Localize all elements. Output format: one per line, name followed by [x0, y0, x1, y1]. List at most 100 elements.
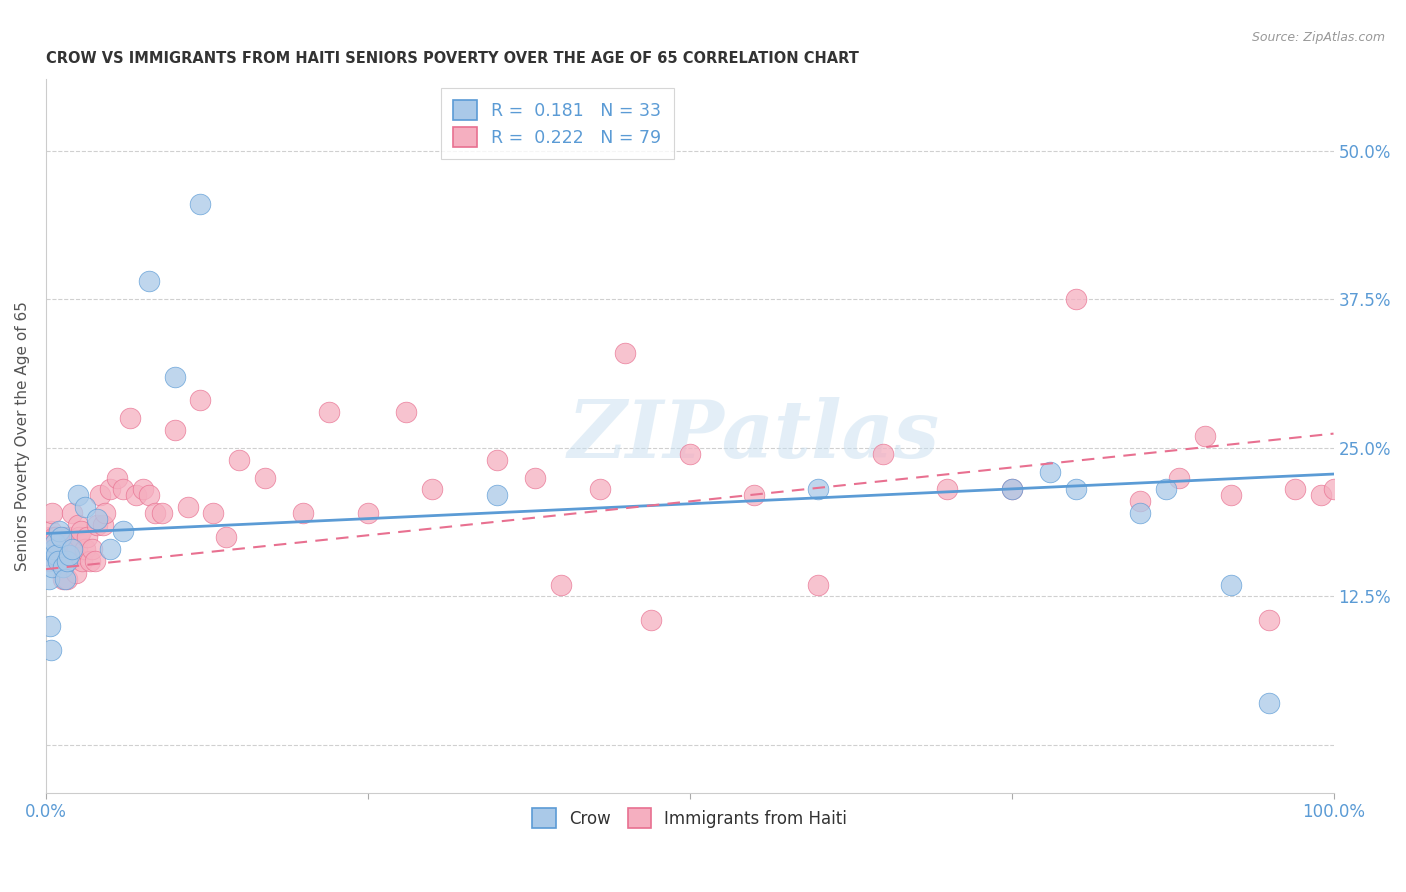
Point [485, 488, 508, 502]
Point [73, 541, 96, 556]
Point [1064, 483, 1087, 497]
Point [38, 572, 60, 586]
Point [86, 512, 108, 526]
Point [228, 452, 250, 467]
Point [51, 554, 73, 568]
Point [58, 530, 80, 544]
Point [73, 500, 96, 515]
Point [37, 548, 59, 562]
Point [253, 470, 276, 484]
Point [86, 518, 108, 533]
Point [53, 530, 76, 544]
Point [1284, 483, 1306, 497]
Point [807, 577, 830, 591]
Point [138, 488, 160, 502]
Point [69, 524, 91, 538]
Point [1129, 506, 1152, 520]
Point [41, 506, 63, 520]
Text: CROW VS IMMIGRANTS FROM HAITI SENIORS POVERTY OVER THE AGE OF 65 CORRELATION CHA: CROW VS IMMIGRANTS FROM HAITI SENIORS PO… [46, 51, 859, 66]
Point [131, 483, 153, 497]
Point [485, 452, 508, 467]
Point [318, 405, 340, 419]
Point [1258, 697, 1281, 711]
Point [807, 483, 830, 497]
Point [70, 554, 93, 568]
Point [63, 548, 86, 562]
Point [38, 530, 60, 544]
Point [1064, 293, 1087, 307]
Point [98, 541, 121, 556]
Point [1322, 483, 1344, 497]
Point [39, 524, 62, 538]
Point [44, 541, 66, 556]
Point [89, 488, 111, 502]
Point [872, 447, 894, 461]
Point [1194, 429, 1216, 443]
Legend: Crow, Immigrants from Haiti: Crow, Immigrants from Haiti [526, 802, 853, 834]
Point [190, 393, 212, 408]
Point [1129, 494, 1152, 508]
Point [395, 405, 418, 419]
Point [53, 548, 76, 562]
Point [42, 541, 65, 556]
Point [76, 530, 98, 544]
Point [38, 619, 60, 633]
Point [59, 536, 82, 550]
Point [91, 518, 114, 533]
Point [51, 530, 73, 544]
Point [65, 566, 87, 580]
Point [1258, 613, 1281, 627]
Point [45, 530, 67, 544]
Point [1001, 483, 1024, 497]
Point [48, 524, 70, 538]
Point [125, 488, 148, 502]
Point [1001, 483, 1024, 497]
Point [62, 541, 84, 556]
Point [150, 506, 173, 520]
Point [38, 554, 60, 568]
Point [82, 541, 104, 556]
Point [60, 541, 83, 556]
Point [53, 572, 76, 586]
Point [55, 554, 77, 568]
Point [46, 554, 69, 568]
Point [936, 483, 959, 497]
Point [1309, 488, 1331, 502]
Point [45, 548, 67, 562]
Point [163, 423, 186, 437]
Point [742, 488, 765, 502]
Point [69, 530, 91, 544]
Point [52, 572, 75, 586]
Point [67, 488, 90, 502]
Point [550, 577, 572, 591]
Point [190, 197, 212, 211]
Point [49, 554, 72, 568]
Point [44, 536, 66, 550]
Point [202, 506, 225, 520]
Point [58, 548, 80, 562]
Text: Source: ZipAtlas.com: Source: ZipAtlas.com [1251, 31, 1385, 45]
Point [215, 530, 238, 544]
Point [83, 554, 105, 568]
Point [94, 506, 117, 520]
Point [79, 554, 101, 568]
Point [98, 483, 121, 497]
Point [48, 548, 70, 562]
Point [1219, 577, 1241, 591]
Point [640, 613, 662, 627]
Point [1039, 465, 1062, 479]
Point [679, 447, 702, 461]
Point [138, 275, 160, 289]
Point [1154, 483, 1177, 497]
Point [66, 541, 89, 556]
Point [118, 411, 141, 425]
Point [105, 470, 128, 484]
Point [52, 559, 75, 574]
Point [41, 559, 63, 574]
Point [420, 483, 443, 497]
Point [176, 500, 198, 515]
Point [42, 530, 65, 544]
Point [37, 548, 59, 562]
Point [1168, 470, 1191, 484]
Point [112, 524, 135, 538]
